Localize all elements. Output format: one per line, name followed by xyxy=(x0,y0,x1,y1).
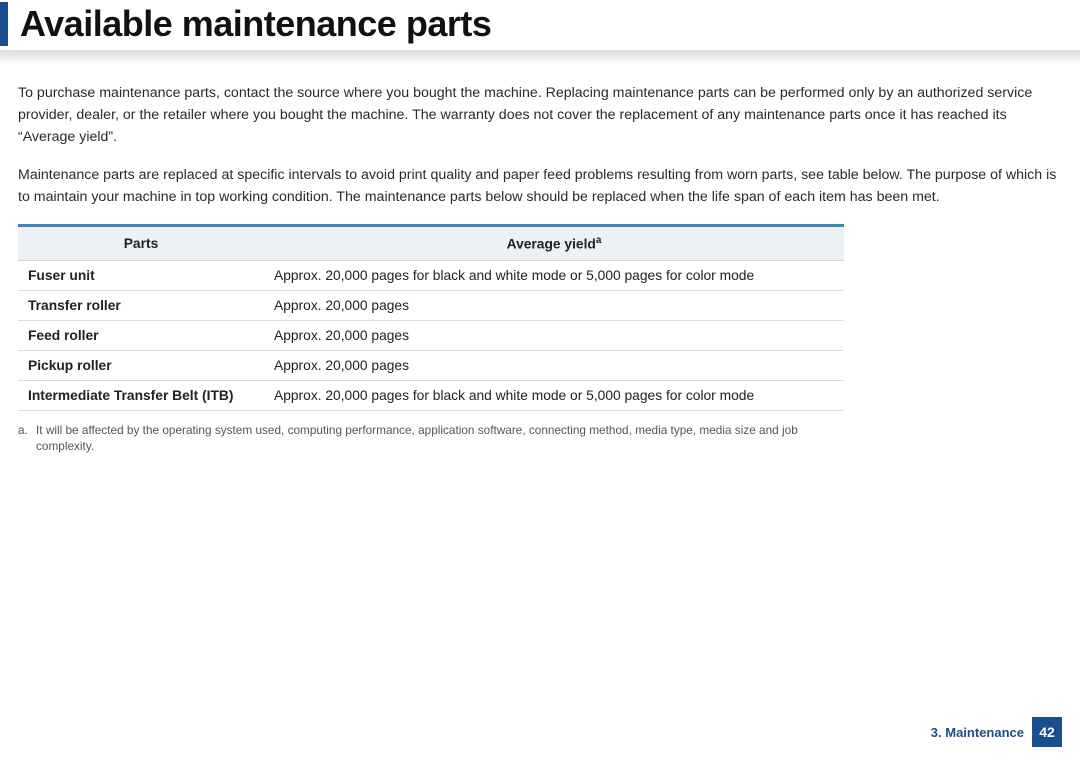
page-title: Available maintenance parts xyxy=(20,3,491,45)
title-accent-bar xyxy=(0,2,8,46)
part-name-cell: Intermediate Transfer Belt (ITB) xyxy=(18,380,264,410)
table-row: Transfer roller Approx. 20,000 pages xyxy=(18,290,844,320)
part-name-cell: Fuser unit xyxy=(18,260,264,290)
part-yield-cell: Approx. 20,000 pages xyxy=(264,350,844,380)
table-row: Feed roller Approx. 20,000 pages xyxy=(18,320,844,350)
part-name-cell: Pickup roller xyxy=(18,350,264,380)
header-shadow xyxy=(0,50,1080,64)
content-area: To purchase maintenance parts, contact t… xyxy=(0,64,1080,454)
paragraph-1: To purchase maintenance parts, contact t… xyxy=(18,82,1062,148)
col-header-yield: Average yielda xyxy=(264,226,844,261)
table-row: Pickup roller Approx. 20,000 pages xyxy=(18,350,844,380)
col-header-yield-super: a xyxy=(596,235,602,246)
paragraph-2: Maintenance parts are replaced at specif… xyxy=(18,164,1062,208)
part-name-cell: Feed roller xyxy=(18,320,264,350)
footer-page-number: 42 xyxy=(1032,717,1062,747)
table-row: Intermediate Transfer Belt (ITB) Approx.… xyxy=(18,380,844,410)
part-yield-cell: Approx. 20,000 pages xyxy=(264,290,844,320)
footnote: a. It will be affected by the operating … xyxy=(18,423,844,455)
parts-table: Parts Average yielda Fuser unit Approx. … xyxy=(18,224,844,411)
table-row: Fuser unit Approx. 20,000 pages for blac… xyxy=(18,260,844,290)
col-header-parts: Parts xyxy=(18,226,264,261)
footnote-mark: a. xyxy=(18,423,36,455)
col-header-yield-label: Average yield xyxy=(507,237,596,252)
part-yield-cell: Approx. 20,000 pages xyxy=(264,320,844,350)
part-name-cell: Transfer roller xyxy=(18,290,264,320)
page-footer: 3. Maintenance 42 xyxy=(931,717,1062,747)
footer-section-label: 3. Maintenance xyxy=(931,725,1024,740)
part-yield-cell: Approx. 20,000 pages for black and white… xyxy=(264,380,844,410)
parts-table-body: Fuser unit Approx. 20,000 pages for blac… xyxy=(18,260,844,410)
part-yield-cell: Approx. 20,000 pages for black and white… xyxy=(264,260,844,290)
footnote-text: It will be affected by the operating sys… xyxy=(36,423,844,455)
page-header: Available maintenance parts xyxy=(0,0,1080,64)
